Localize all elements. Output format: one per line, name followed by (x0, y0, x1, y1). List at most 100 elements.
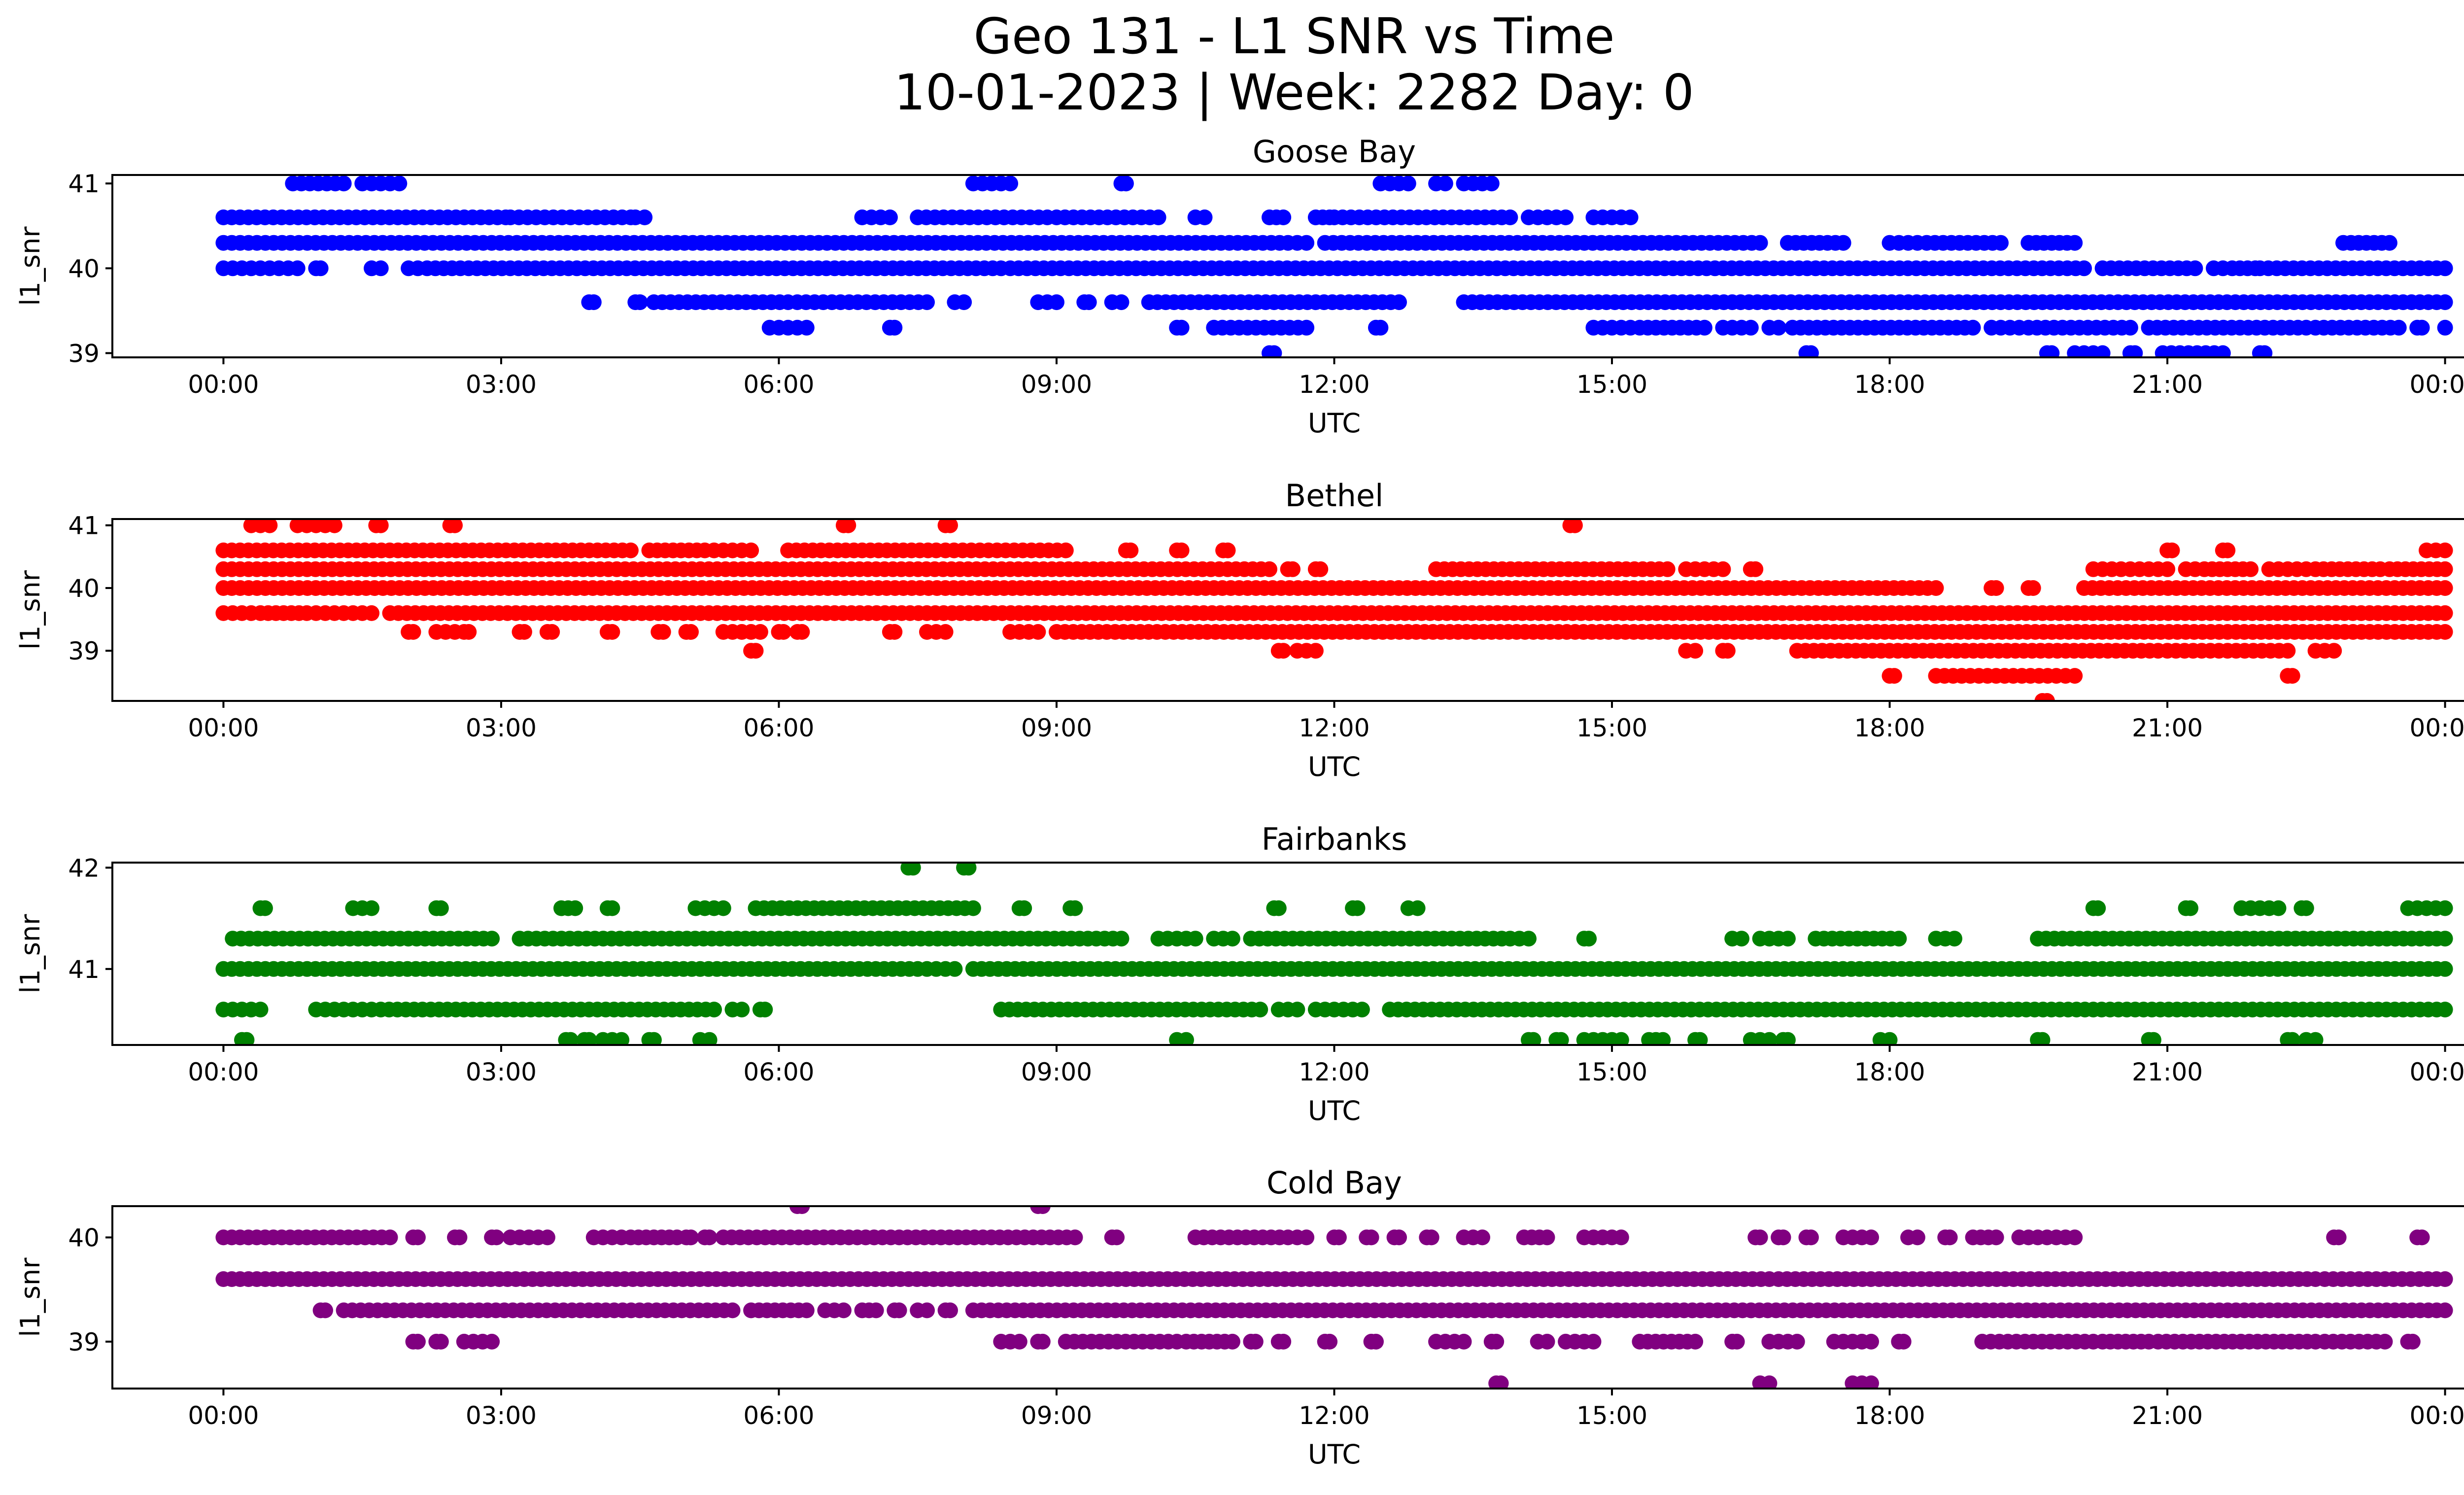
y-tick-label: 39 (68, 1328, 100, 1356)
data-point (2090, 900, 2106, 916)
data-point (1289, 1002, 1305, 1018)
data-point (581, 1032, 597, 1045)
data-point (1882, 1032, 1898, 1045)
x-tick-label: 06:00 (743, 1058, 814, 1086)
data-point (1299, 235, 1315, 251)
data-point (1752, 1229, 1768, 1246)
data-point (2437, 961, 2453, 977)
data-point (1942, 1229, 1958, 1246)
data-point (1965, 319, 1981, 336)
data-point (544, 624, 560, 640)
x-tick-label: 15:00 (1576, 1058, 1647, 1086)
data-point (956, 294, 972, 311)
data-point (1016, 900, 1032, 916)
data-point (1780, 931, 1796, 947)
data-point (2437, 260, 2453, 277)
data-point (1034, 1333, 1051, 1350)
x-tick-label: 00:00 (2410, 714, 2464, 742)
data-point (461, 624, 477, 640)
data-point (2437, 294, 2453, 311)
x-tick-label: 12:00 (1299, 1401, 1369, 1430)
data-point (1173, 319, 1190, 336)
data-point (252, 1002, 269, 1018)
axes-frame (111, 862, 2464, 1046)
data-point (965, 900, 981, 916)
x-tick-label: 15:00 (1576, 370, 1647, 399)
data-point (410, 1229, 426, 1246)
data-point (1423, 1229, 1439, 1246)
data-point (919, 1302, 935, 1319)
x-axis-label: UTC (1308, 1439, 1361, 1470)
data-point (2044, 345, 2060, 357)
data-point (891, 1302, 907, 1319)
data-point (1275, 209, 1292, 225)
data-point (1400, 175, 1416, 192)
data-point (2377, 1333, 2393, 1350)
x-tick-label: 06:00 (743, 714, 814, 742)
data-point (2183, 900, 2198, 916)
y-tick-label: 39 (68, 339, 100, 368)
data-point (1322, 1333, 1338, 1350)
data-point (1655, 1032, 1671, 1045)
data-point (1067, 900, 1083, 916)
data-point (1331, 1229, 1347, 1246)
x-tick-label: 21:00 (2132, 370, 2203, 399)
data-point (1988, 580, 2004, 596)
data-point (743, 542, 759, 558)
data-point (257, 900, 273, 916)
data-point (1539, 1229, 1555, 1246)
data-point (585, 294, 602, 311)
data-point (794, 624, 810, 640)
data-point (1285, 561, 1300, 577)
data-point (622, 542, 639, 558)
x-tick-label: 00:00 (188, 370, 259, 399)
data-point (2067, 1229, 2083, 1246)
data-point (2067, 668, 2083, 684)
data-point (2414, 1229, 2430, 1246)
data-point (2307, 1032, 2324, 1045)
data-point (1493, 1375, 1509, 1389)
data-point (1558, 209, 1574, 225)
data-point (1275, 1333, 1292, 1350)
data-point (1863, 1333, 1879, 1350)
data-point (336, 175, 352, 192)
data-point (840, 519, 856, 533)
data-point (1585, 1333, 1602, 1350)
data-point (2094, 345, 2111, 357)
data-point (2257, 345, 2273, 357)
x-tick-label: 12:00 (1299, 714, 1369, 742)
data-point (683, 624, 699, 640)
x-tick-label: 12:00 (1299, 370, 1369, 399)
data-point (2437, 900, 2453, 916)
subplot-title: Goose Bay (1253, 134, 1416, 170)
data-point (919, 294, 935, 311)
y-tick-label: 41 (68, 512, 100, 540)
figure-title-line1: Geo 131 - L1 SNR vs Time (974, 7, 1615, 65)
x-tick-label: 12:00 (1299, 1058, 1369, 1086)
data-point (775, 624, 791, 640)
data-point (1123, 542, 1139, 558)
subplot-goose-bay: Goose Bay 39 40 41 00:00 03:00 06:00 09:00 12:00… (15, 134, 2464, 439)
data-point (794, 1206, 810, 1214)
data-point (1613, 1032, 1629, 1045)
data-point (2437, 605, 2453, 621)
data-point (567, 900, 583, 916)
data-point (2122, 319, 2138, 336)
data-point (1173, 542, 1190, 558)
data-point (1719, 643, 1736, 659)
data-point (1187, 931, 1203, 947)
y-tick-label: 39 (68, 637, 100, 665)
data-point (2437, 561, 2453, 577)
data-point (748, 643, 764, 659)
data-point (1567, 519, 1583, 533)
scatter-points (215, 175, 2453, 357)
data-point (655, 624, 671, 640)
x-tick-label: 15:00 (1576, 1401, 1647, 1430)
data-point (701, 1229, 718, 1246)
x-axis-label: UTC (1308, 1095, 1361, 1126)
data-point (2381, 235, 2397, 251)
data-point (1488, 1333, 1505, 1350)
data-point (2437, 319, 2453, 336)
data-point (1252, 1002, 1268, 1018)
data-point (2437, 1271, 2453, 1287)
